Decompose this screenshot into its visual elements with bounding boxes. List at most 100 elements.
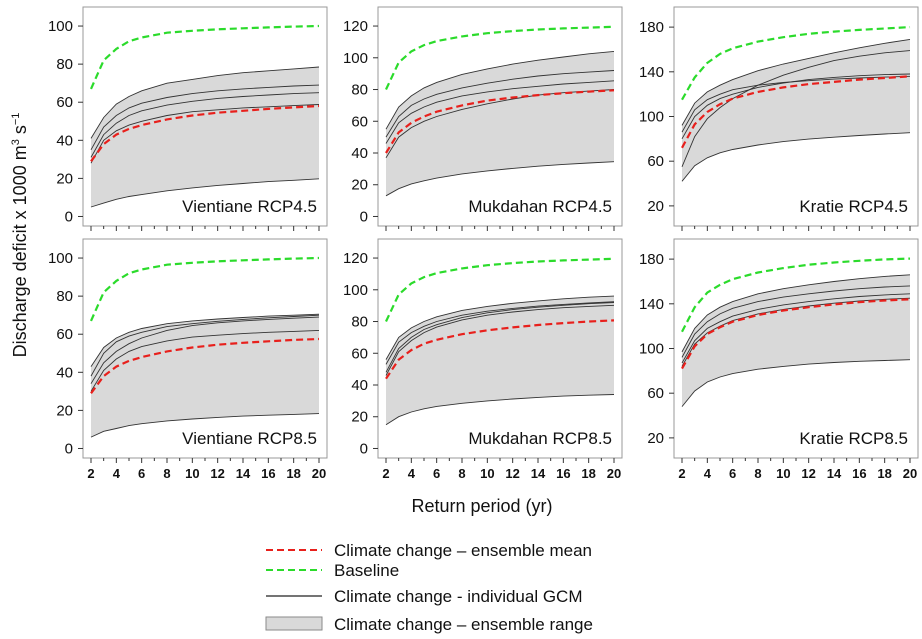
y-tick-label: 20 xyxy=(56,170,73,187)
x-tick-label: 8 xyxy=(754,466,761,481)
y-tick-label: 0 xyxy=(360,208,368,225)
x-tick-label: 18 xyxy=(581,466,595,481)
range-upper-line xyxy=(681,38,911,126)
panel-title: Kratie RCP8.5 xyxy=(799,429,908,448)
ensemble-mean-line xyxy=(681,75,911,149)
x-tick-label: 20 xyxy=(607,466,621,481)
x-tick-label: 6 xyxy=(433,466,440,481)
x-tick-label: 18 xyxy=(877,466,891,481)
x-tick-label: 20 xyxy=(903,466,917,481)
y-tick-label: 100 xyxy=(343,282,368,299)
y-tick-label: 140 xyxy=(639,64,664,81)
x-tick-label: 6 xyxy=(138,466,145,481)
range-lower-line xyxy=(90,178,320,208)
legend-range-label: Climate change – ensemble range xyxy=(334,615,593,634)
ensemble-mean-line xyxy=(385,319,615,380)
panel-1: 0 20 40 60 80 100 Vientiane RCP4.5 xyxy=(48,6,328,231)
ensemble-mean-line xyxy=(681,298,911,370)
gcm-line-3 xyxy=(90,104,320,164)
range-upper-line xyxy=(385,50,615,130)
y-tick-label: 0 xyxy=(65,440,73,457)
x-tick-label: 2 xyxy=(382,466,389,481)
baseline-line xyxy=(681,257,911,333)
x-tick-label: 8 xyxy=(458,466,465,481)
gcm-line-1 xyxy=(681,285,911,358)
range-upper-line xyxy=(90,313,320,367)
gcm-line-3 xyxy=(681,50,911,167)
y-tick-label: 120 xyxy=(343,18,368,35)
y-tick-label: 180 xyxy=(639,251,664,268)
y-tick-label: 60 xyxy=(56,326,73,343)
gcm-line-1 xyxy=(385,70,615,138)
baseline-line xyxy=(89,256,320,322)
legend: Climate change – ensemble mean Baseline … xyxy=(265,541,593,634)
y-tick-label: 60 xyxy=(647,153,664,170)
x-tick-label: 12 xyxy=(210,466,224,481)
baseline-line xyxy=(385,25,615,90)
range-lower-line xyxy=(90,413,320,438)
y-tick-label: 60 xyxy=(647,385,664,402)
panel-3: 20 60 100 140 180 Kratie RCP4.5 xyxy=(639,6,919,231)
panel-2: 0 20 40 60 80 100 120 Mukdahan RCP4.5 xyxy=(343,6,623,231)
ensemble-mean-line xyxy=(90,337,320,394)
y-tick-label: 40 xyxy=(56,132,73,149)
x-tick-label: 2 xyxy=(87,466,94,481)
ensemble-range-band xyxy=(386,51,614,196)
x-tick-label: 12 xyxy=(505,466,519,481)
gcm-line-3 xyxy=(90,329,320,392)
legend-gcm-label: Climate change - individual GCM xyxy=(334,587,583,606)
range-upper-line xyxy=(90,66,320,139)
gcm-line-1 xyxy=(90,84,320,151)
range-lower-line xyxy=(681,359,911,407)
y-tick-label: 100 xyxy=(343,50,368,67)
x-tick-label: 16 xyxy=(261,466,275,481)
x-tick-label: 14 xyxy=(236,466,251,481)
y-tick-label: 80 xyxy=(351,82,368,99)
y-tick-label: 40 xyxy=(351,377,368,394)
x-tick-label: 4 xyxy=(113,466,121,481)
panel-6: 20 60 100 140 180 2 4 6 8 10 12 14 16 18 20 Kratie RCP8… xyxy=(639,238,919,481)
x-tick-label: 16 xyxy=(852,466,866,481)
y-tick-label: 0 xyxy=(360,440,368,457)
range-lower-line xyxy=(385,394,615,426)
ensemble-range-band xyxy=(91,67,319,207)
x-tick-label: 12 xyxy=(801,466,815,481)
y-axis-title: Discharge deficit x 1000 m3 s−1 xyxy=(10,113,30,358)
x-tick-label: 8 xyxy=(163,466,170,481)
x-tick-label: 10 xyxy=(480,466,494,481)
x-axis-title: Return period (yr) xyxy=(411,496,552,516)
panel-title: Mukdahan RCP8.5 xyxy=(468,429,612,448)
range-upper-line xyxy=(681,274,911,353)
legend-range-swatch xyxy=(265,616,323,631)
baseline-line xyxy=(385,257,615,322)
x-tick-label: 6 xyxy=(729,466,736,481)
gcm-line-1 xyxy=(90,314,320,377)
panel-5: 0 20 40 60 80 100 120 2 4 6 8 10 12 14 16 18 20 Mukdahan … xyxy=(343,238,623,481)
panel-title: Vientiane RCP8.5 xyxy=(182,429,317,448)
range-lower-line xyxy=(385,161,615,197)
ensemble-range-band xyxy=(386,296,614,425)
ensemble-mean-line xyxy=(90,104,320,162)
x-tick-label: 14 xyxy=(531,466,546,481)
x-tick-label: 10 xyxy=(185,466,199,481)
y-tick-label: 20 xyxy=(647,430,664,447)
ensemble-range-band xyxy=(682,274,910,407)
x-tick-label: 2 xyxy=(678,466,685,481)
y-tick-label: 180 xyxy=(639,19,664,36)
panel-title: Vientiane RCP4.5 xyxy=(182,197,317,216)
y-tick-label: 80 xyxy=(56,288,73,305)
panel-4: 0 20 40 60 80 100 2 4 6 8 10 12 14 16 18 20 Vientiane RC… xyxy=(48,238,328,481)
baseline-line xyxy=(681,26,911,101)
legend-mean-label: Climate change – ensemble mean xyxy=(334,541,592,560)
y-tick-label: 60 xyxy=(351,345,368,362)
range-lower-line xyxy=(681,132,911,182)
y-tick-label: 40 xyxy=(351,145,368,162)
x-tick-label: 10 xyxy=(776,466,790,481)
y-tick-label: 100 xyxy=(48,18,73,35)
y-tick-label: 40 xyxy=(56,364,73,381)
gcm-line-2 xyxy=(385,80,615,144)
gcm-line-1 xyxy=(385,301,615,365)
gcm-line-3 xyxy=(385,304,615,376)
